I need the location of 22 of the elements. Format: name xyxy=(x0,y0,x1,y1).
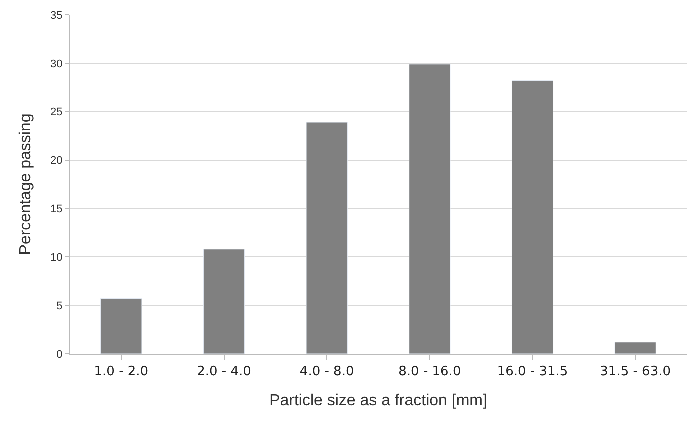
y-axis-title: Percentage passing xyxy=(17,114,34,256)
y-tick-label: 15 xyxy=(50,204,63,216)
bar xyxy=(203,249,246,354)
y-tick-label: 0 xyxy=(56,348,63,361)
bar xyxy=(614,342,656,354)
y-tick-label: 25 xyxy=(50,106,63,119)
x-tick-label: 8.0 - 16.0 xyxy=(398,364,462,380)
x-axis-title: Particle size as a fraction [mm] xyxy=(270,392,488,410)
y-tick-label: 20 xyxy=(50,155,63,168)
x-tick-label: 2.0 - 4.0 xyxy=(197,364,252,380)
y-tick-label: 30 xyxy=(50,58,63,70)
bar xyxy=(512,80,554,354)
y-tick-label: 35 xyxy=(50,10,63,22)
y-tick-label: 10 xyxy=(50,252,63,264)
bar xyxy=(409,64,451,354)
y-tick-label: 5 xyxy=(56,300,63,312)
x-tick-label: 16.0 - 31.5 xyxy=(497,364,568,380)
x-tick-label: 4.0 - 8.0 xyxy=(300,364,354,380)
x-tick-label: 31.5 - 63.0 xyxy=(600,364,672,380)
bar xyxy=(306,122,348,354)
x-tick-label: 1.0 - 2.0 xyxy=(94,364,149,380)
bar xyxy=(100,298,142,354)
